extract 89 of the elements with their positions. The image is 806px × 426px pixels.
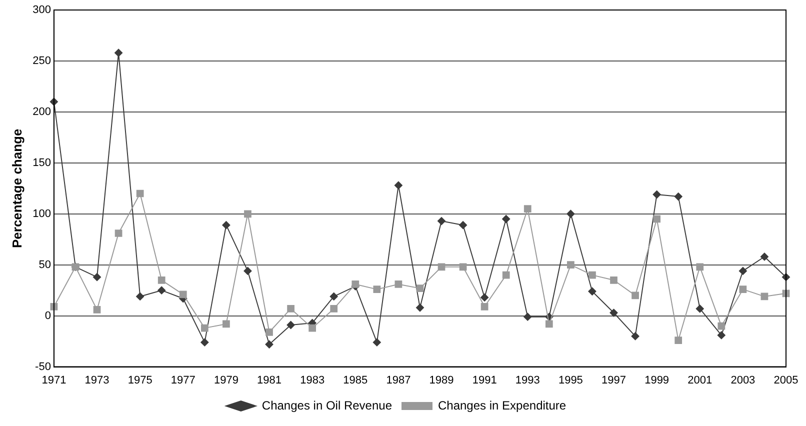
- point: [588, 271, 596, 279]
- y-tick-label: 150: [32, 156, 51, 169]
- point: [480, 302, 488, 310]
- point: [200, 338, 209, 346]
- point: [136, 190, 144, 198]
- x-tick-label: 1989: [429, 374, 454, 386]
- point: [265, 340, 274, 348]
- point: [610, 276, 618, 284]
- point: [200, 324, 208, 332]
- y-tick-label: 100: [32, 208, 51, 220]
- point: [222, 221, 230, 230]
- point: [372, 338, 381, 346]
- point: [718, 322, 726, 330]
- x-tick-label: 2003: [730, 374, 756, 386]
- point: [674, 336, 682, 344]
- x-tick-label: 1979: [214, 374, 238, 386]
- point: [286, 321, 295, 330]
- point: [266, 328, 273, 336]
- point: [610, 308, 618, 317]
- point: [438, 217, 446, 226]
- y-axis-title: Percentage change: [9, 128, 24, 248]
- x-tick-label: 1991: [472, 374, 497, 386]
- point: [674, 192, 682, 201]
- point: [717, 331, 726, 340]
- x-tick-label: 1971: [42, 374, 66, 386]
- point: [222, 320, 230, 328]
- x-tick-label: 1975: [128, 374, 152, 386]
- point: [438, 263, 446, 271]
- point: [93, 273, 102, 282]
- point: [739, 286, 747, 294]
- point: [480, 293, 489, 302]
- point: [566, 210, 575, 218]
- y-tick-label: 200: [32, 106, 51, 118]
- point: [524, 205, 532, 212]
- point: [459, 263, 467, 271]
- point: [632, 292, 639, 300]
- point: [588, 287, 596, 296]
- point: [738, 266, 747, 275]
- y-tick-label: 250: [32, 55, 51, 68]
- point: [394, 181, 402, 190]
- point: [653, 215, 660, 223]
- point: [502, 214, 510, 223]
- point: [545, 320, 553, 328]
- x-tick-label: 1995: [558, 374, 583, 386]
- point: [631, 332, 640, 340]
- point: [352, 280, 360, 288]
- point: [567, 261, 574, 269]
- point: [244, 210, 252, 218]
- x-tick-label: 1997: [602, 374, 626, 386]
- point: [114, 230, 122, 237]
- point: [502, 271, 510, 279]
- point: [330, 305, 338, 312]
- y-tick-label: -50: [35, 360, 51, 373]
- point: [158, 276, 166, 284]
- point: [114, 48, 123, 57]
- x-tick-label: 1981: [257, 374, 282, 386]
- point: [696, 263, 704, 271]
- x-tick-label: 1977: [170, 374, 196, 386]
- x-tick-label: 1973: [84, 374, 110, 386]
- point: [652, 190, 661, 199]
- x-tick-label: 2005: [774, 374, 798, 386]
- point: [93, 306, 101, 314]
- y-tick-label: 0: [44, 310, 51, 322]
- point: [244, 266, 252, 275]
- y-tick-label: 300: [32, 4, 51, 16]
- point: [373, 286, 381, 294]
- point: [136, 292, 144, 300]
- x-tick-label: 1983: [300, 374, 325, 386]
- point: [760, 252, 768, 261]
- point: [158, 286, 166, 294]
- legend-label: Changes in Expenditure: [438, 398, 566, 412]
- point: [394, 280, 402, 288]
- point: [416, 304, 424, 312]
- x-tick-label: 1999: [644, 374, 670, 386]
- point: [524, 312, 532, 321]
- legend-label: Changes in Oil Revenue: [262, 398, 392, 412]
- point: [330, 292, 338, 300]
- point: [179, 290, 187, 298]
- y-tick-label: 50: [38, 258, 51, 271]
- point: [287, 305, 294, 312]
- x-tick-label: 1993: [515, 374, 540, 386]
- point: [760, 292, 768, 300]
- point: [308, 324, 316, 332]
- point: [696, 304, 704, 313]
- x-tick-label: 2001: [688, 374, 712, 386]
- point: [416, 284, 424, 292]
- point: [459, 221, 468, 230]
- x-tick-label: 1985: [343, 374, 368, 386]
- x-tick-label: 1987: [386, 374, 411, 386]
